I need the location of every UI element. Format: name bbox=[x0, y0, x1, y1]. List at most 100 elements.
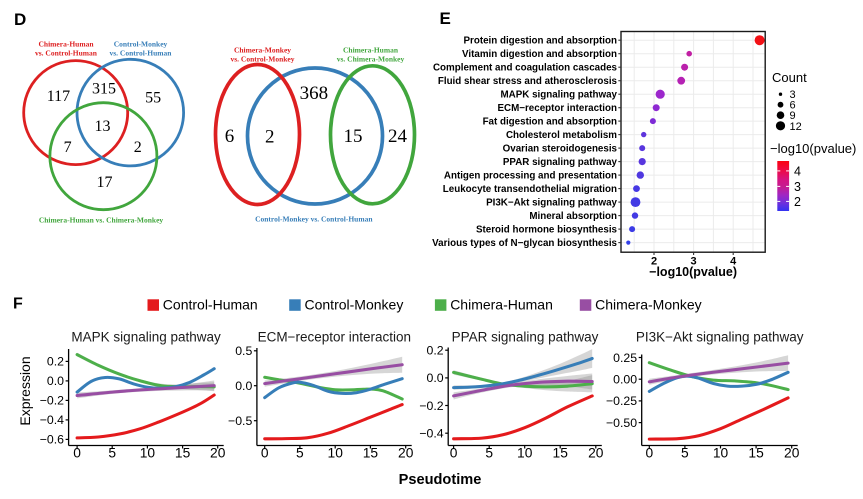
svg-text:15: 15 bbox=[344, 126, 363, 147]
svg-text:−0.2: −0.2 bbox=[419, 399, 443, 413]
svg-text:Fluid shear stress and atheros: Fluid shear stress and atherosclerosis bbox=[438, 76, 618, 87]
svg-text:4: 4 bbox=[794, 164, 801, 178]
svg-text:368: 368 bbox=[300, 83, 329, 104]
svg-text:0: 0 bbox=[73, 446, 81, 461]
svg-text:ECM−receptor interaction: ECM−receptor interaction bbox=[498, 103, 618, 114]
svg-text:Steroid hormone biosynthesis: Steroid hormone biosynthesis bbox=[476, 225, 618, 236]
svg-text:5: 5 bbox=[296, 446, 304, 461]
svg-text:vs. Control-Human: vs. Control-Human bbox=[110, 48, 173, 57]
svg-text:−0.25: −0.25 bbox=[606, 394, 637, 408]
svg-text:PPAR signaling pathway: PPAR signaling pathway bbox=[452, 330, 599, 345]
svg-text:−0.50: −0.50 bbox=[606, 416, 637, 430]
svg-text:Antigen processing and present: Antigen processing and presentation bbox=[444, 171, 617, 182]
svg-text:−0.4: −0.4 bbox=[40, 413, 64, 427]
svg-text:5: 5 bbox=[681, 446, 689, 461]
svg-text:3: 3 bbox=[691, 256, 697, 268]
svg-text:5: 5 bbox=[485, 446, 493, 461]
svg-text:Chimera-Human: Chimera-Human bbox=[450, 296, 553, 312]
svg-text:Protein digestion and absorpti: Protein digestion and absorption bbox=[464, 36, 618, 47]
svg-text:9: 9 bbox=[790, 110, 796, 122]
svg-text:Chimera-Human: Chimera-Human bbox=[343, 46, 399, 55]
svg-text:15: 15 bbox=[553, 446, 569, 461]
svg-text:20: 20 bbox=[210, 446, 226, 461]
svg-text:20: 20 bbox=[588, 446, 604, 461]
svg-text:0: 0 bbox=[261, 446, 269, 461]
svg-text:0.00: 0.00 bbox=[613, 373, 637, 387]
svg-text:3: 3 bbox=[794, 180, 801, 194]
svg-text:10: 10 bbox=[517, 446, 533, 461]
svg-text:Expression: Expression bbox=[17, 356, 33, 425]
svg-text:Ovarian steroidogenesis: Ovarian steroidogenesis bbox=[503, 144, 618, 155]
svg-text:−0.4: −0.4 bbox=[419, 427, 443, 441]
svg-text:0.2: 0.2 bbox=[47, 355, 64, 369]
svg-text:F: F bbox=[13, 296, 23, 313]
svg-text:0.0: 0.0 bbox=[47, 374, 64, 388]
svg-text:Chimera-Monkey: Chimera-Monkey bbox=[595, 296, 702, 312]
svg-text:117: 117 bbox=[47, 88, 70, 105]
svg-text:Chimera-Monkey: Chimera-Monkey bbox=[234, 46, 291, 55]
svg-text:10: 10 bbox=[328, 446, 344, 461]
svg-text:PI3K−Akt signaling pathway: PI3K−Akt signaling pathway bbox=[486, 198, 617, 209]
svg-text:vs. Control-Human: vs. Control-Human bbox=[35, 48, 98, 57]
svg-text:24: 24 bbox=[388, 126, 408, 147]
svg-text:Cholesterol metabolism: Cholesterol metabolism bbox=[506, 130, 617, 141]
svg-text:10: 10 bbox=[140, 446, 156, 461]
svg-text:D: D bbox=[14, 10, 26, 29]
svg-text:MAPK signaling pathway: MAPK signaling pathway bbox=[71, 330, 221, 345]
svg-text:Control-Monkey vs. Control-Hum: Control-Monkey vs. Control-Human bbox=[255, 215, 373, 224]
svg-text:15: 15 bbox=[175, 446, 191, 461]
svg-text:−0.2: −0.2 bbox=[40, 394, 64, 408]
svg-text:0.0: 0.0 bbox=[426, 371, 443, 385]
svg-text:−log10(pvalue): −log10(pvalue) bbox=[649, 265, 737, 279]
svg-text:7: 7 bbox=[64, 139, 72, 156]
svg-text:0.5: 0.5 bbox=[235, 344, 252, 358]
svg-text:315: 315 bbox=[92, 81, 116, 98]
svg-text:20: 20 bbox=[398, 446, 414, 461]
svg-text:Control-Monkey: Control-Monkey bbox=[305, 296, 404, 312]
svg-text:ECM−receptor interaction: ECM−receptor interaction bbox=[258, 330, 411, 345]
svg-text:Leukocyte transendothelial mig: Leukocyte transendothelial migration bbox=[443, 184, 617, 195]
svg-text:MAPK signaling pathway: MAPK signaling pathway bbox=[501, 90, 618, 101]
svg-text:55: 55 bbox=[145, 90, 161, 107]
svg-text:2: 2 bbox=[265, 127, 275, 148]
svg-text:2: 2 bbox=[134, 139, 142, 156]
svg-text:12: 12 bbox=[790, 121, 802, 133]
svg-text:−log10(pvalue): −log10(pvalue) bbox=[770, 141, 856, 156]
svg-text:10: 10 bbox=[713, 446, 729, 461]
svg-text:0.25: 0.25 bbox=[613, 351, 637, 365]
svg-text:2: 2 bbox=[794, 195, 801, 209]
svg-text:Various types of N−glycan bios: Various types of N−glycan biosynthesis bbox=[432, 238, 617, 249]
svg-text:6: 6 bbox=[225, 126, 235, 147]
svg-text:20: 20 bbox=[784, 446, 800, 461]
svg-text:0.0: 0.0 bbox=[235, 379, 252, 393]
svg-text:0: 0 bbox=[450, 446, 458, 461]
svg-text:15: 15 bbox=[363, 446, 379, 461]
svg-text:Control-Monkey: Control-Monkey bbox=[114, 40, 168, 49]
svg-text:4: 4 bbox=[730, 256, 737, 268]
svg-text:vs. Chimera-Monkey: vs. Chimera-Monkey bbox=[337, 54, 405, 63]
svg-text:0: 0 bbox=[645, 446, 653, 461]
svg-text:vs. Control-Monkey: vs. Control-Monkey bbox=[230, 54, 294, 63]
svg-text:Chimera-Human vs. Chimera-Monk: Chimera-Human vs. Chimera-Monkey bbox=[39, 216, 164, 225]
svg-text:13: 13 bbox=[95, 118, 111, 135]
svg-text:0.2: 0.2 bbox=[426, 344, 443, 358]
svg-text:5: 5 bbox=[108, 446, 116, 461]
svg-text:PPAR signaling pathway: PPAR signaling pathway bbox=[503, 157, 618, 168]
svg-text:PI3K−Akt signaling pathway: PI3K−Akt signaling pathway bbox=[636, 330, 804, 345]
svg-text:Count: Count bbox=[772, 70, 807, 85]
svg-text:15: 15 bbox=[748, 446, 764, 461]
svg-text:Fat digestion and absorption: Fat digestion and absorption bbox=[483, 117, 617, 128]
svg-text:3: 3 bbox=[790, 89, 796, 101]
svg-text:Control-Human: Control-Human bbox=[163, 296, 258, 312]
svg-text:17: 17 bbox=[97, 174, 113, 191]
svg-text:Vitamin digestion and absorpti: Vitamin digestion and absorption bbox=[462, 49, 617, 60]
svg-text:Mineral absorption: Mineral absorption bbox=[529, 211, 617, 222]
svg-text:−0.5: −0.5 bbox=[228, 414, 252, 428]
svg-text:Complement and coagulation cas: Complement and coagulation cascades bbox=[433, 63, 618, 74]
svg-text:E: E bbox=[440, 9, 451, 28]
svg-text:Chimera-Human: Chimera-Human bbox=[39, 40, 95, 49]
svg-text:Pseudotime: Pseudotime bbox=[399, 472, 482, 488]
svg-text:6: 6 bbox=[790, 100, 796, 112]
svg-text:−0.6: −0.6 bbox=[40, 433, 64, 447]
svg-text:2: 2 bbox=[651, 256, 657, 268]
